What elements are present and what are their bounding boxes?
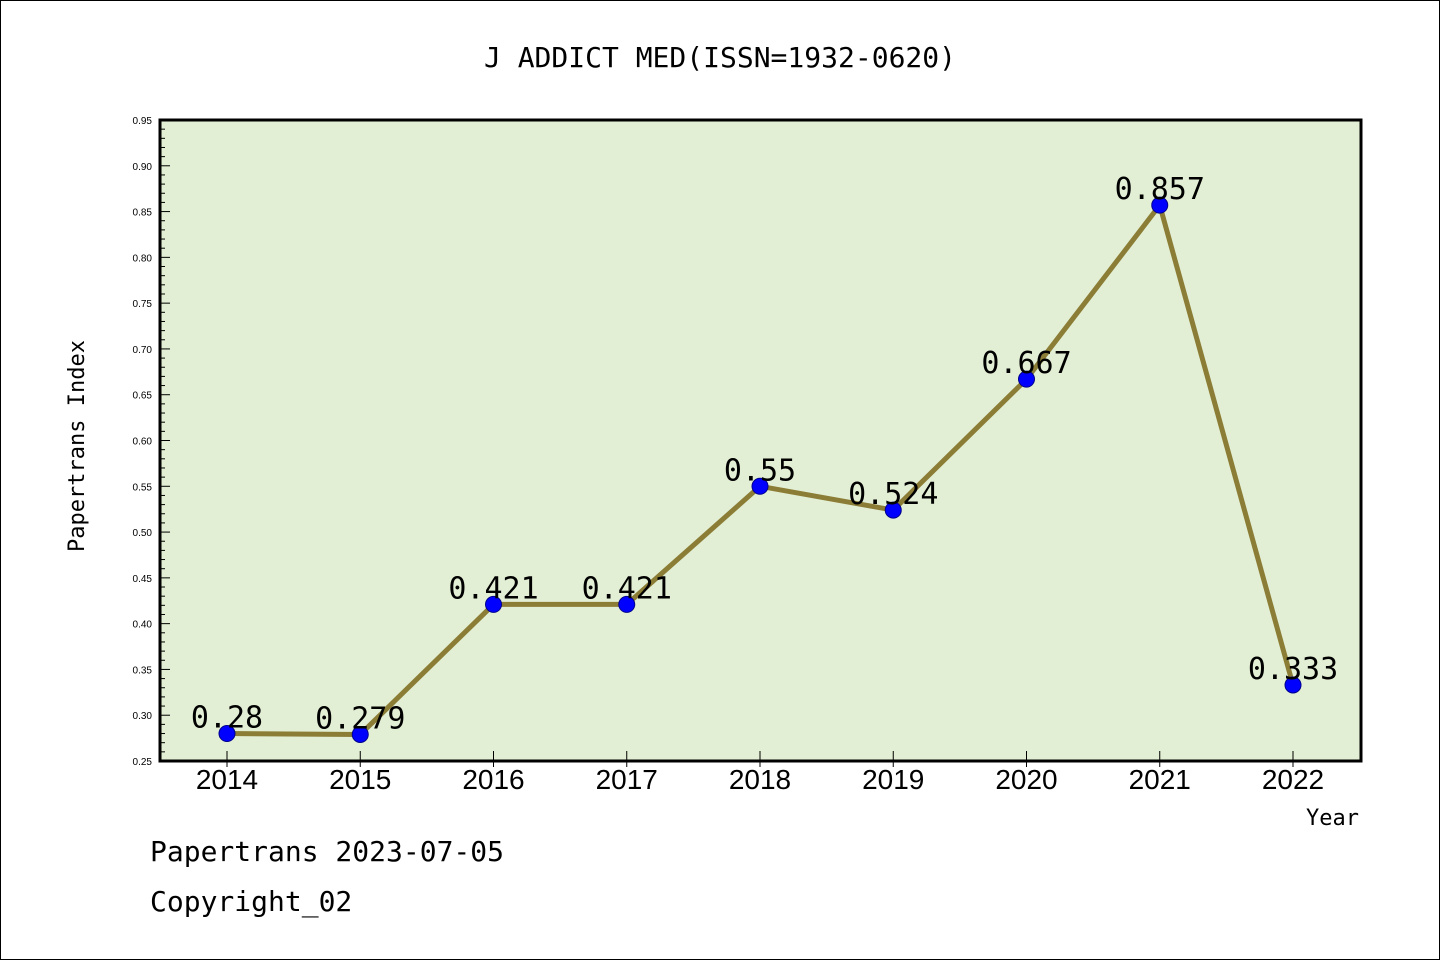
y-tick-label: 0.90 xyxy=(133,162,153,173)
data-label: 0.279 xyxy=(315,701,405,736)
x-axis-label: Year xyxy=(1306,806,1359,831)
x-tick-label: 2022 xyxy=(1262,764,1324,795)
x-tick-labels: 2014 2015 2016 2017 2018 2019 2020 2021 2022 xyxy=(196,764,1324,795)
y-tick-label: 0.80 xyxy=(133,253,153,264)
y-tick-label: 0.75 xyxy=(133,299,153,310)
data-label: 0.857 xyxy=(1115,172,1205,207)
data-point xyxy=(1151,196,1169,214)
x-tick-label: 2016 xyxy=(462,764,524,795)
data-label: 0.333 xyxy=(1248,652,1338,687)
x-tick-label: 2015 xyxy=(329,764,391,795)
x-tick-label: 2020 xyxy=(995,764,1057,795)
x-tick-label: 2018 xyxy=(729,764,791,795)
data-point xyxy=(751,477,769,495)
data-label: 0.421 xyxy=(448,571,538,606)
y-tick-label: 0.30 xyxy=(133,711,153,722)
footer-copyright: Copyright_02 xyxy=(150,885,353,918)
data-point xyxy=(1018,370,1035,388)
y-tick-label: 0.25 xyxy=(133,757,153,768)
data-point xyxy=(351,725,369,743)
data-point xyxy=(884,501,902,519)
y-tick-label: 0.50 xyxy=(133,528,153,539)
data-label: 0.667 xyxy=(981,346,1071,381)
y-tick-label: 0.45 xyxy=(133,574,153,585)
y-tick-label: 0.35 xyxy=(133,665,153,676)
data-label: 0.55 xyxy=(724,453,796,488)
chart-title: J ADDICT MED(ISSN=1932-0620) xyxy=(484,41,956,74)
y-tick-label: 0.85 xyxy=(133,208,153,219)
data-point xyxy=(618,595,636,613)
data-label: 0.28 xyxy=(191,701,263,736)
data-point xyxy=(218,725,236,743)
y-tick-label: 0.40 xyxy=(133,620,153,631)
x-tick-label: 2017 xyxy=(596,764,658,795)
plot-area xyxy=(158,118,1363,763)
x-tick-label: 2014 xyxy=(196,764,258,795)
y-tick-label: 0.70 xyxy=(133,345,153,356)
data-label: 0.524 xyxy=(848,477,938,512)
data-label: 0.421 xyxy=(582,571,672,606)
y-tick-label: 0.95 xyxy=(133,116,153,127)
y-tick-label: 0.65 xyxy=(133,391,153,402)
y-tick-label: 0.55 xyxy=(133,482,153,493)
x-tick-label: 2021 xyxy=(1129,764,1191,795)
y-tick-label: 0.60 xyxy=(133,437,153,448)
data-markers xyxy=(218,196,1302,743)
y-tick-labels: 0.25 0.30 0.35 0.40 0.45 0.50 0.55 0.60 0.65 0.70… xyxy=(133,116,153,768)
axis-ticks xyxy=(160,119,1294,767)
data-point xyxy=(1284,676,1302,694)
y-axis-label: Papertrans Index xyxy=(65,340,90,552)
x-tick-label: 2019 xyxy=(862,764,924,795)
data-point xyxy=(485,595,502,613)
data-labels: 0.28 0.279 0.421 0.421 0.55 0.524 0.667 0.857 0.… xyxy=(191,172,1338,736)
footer-date: Papertrans 2023-07-05 xyxy=(150,835,505,868)
